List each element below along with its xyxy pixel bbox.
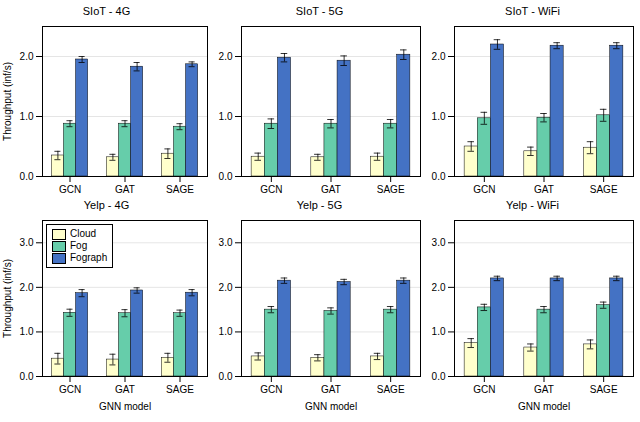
svg-text:GCN: GCN bbox=[473, 384, 495, 395]
svg-text:0.0: 0.0 bbox=[219, 371, 233, 382]
svg-text:GAT: GAT bbox=[534, 384, 554, 395]
html-text:SIoT - WiFi: SIoT - WiFi bbox=[505, 5, 560, 17]
svg-text:1.0: 1.0 bbox=[432, 111, 446, 122]
svg-text:SAGE: SAGE bbox=[166, 184, 194, 195]
svg-text:GCN: GCN bbox=[260, 384, 282, 395]
svg-text:GNN model: GNN model bbox=[99, 401, 151, 412]
html-text:Yelp - 4G: Yelp - 4G bbox=[83, 199, 130, 211]
svg-text:3.0: 3.0 bbox=[432, 237, 446, 248]
svg-text:SAGE: SAGE bbox=[377, 184, 405, 195]
svg-text:0.0: 0.0 bbox=[219, 171, 233, 182]
svg-text:SAGE: SAGE bbox=[166, 384, 194, 395]
svg-text:2.0: 2.0 bbox=[432, 51, 446, 62]
html-text:Yelp - WiFi: Yelp - WiFi bbox=[506, 199, 559, 211]
svg-text:1.0: 1.0 bbox=[219, 111, 233, 122]
svg-text:0.0: 0.0 bbox=[432, 371, 446, 382]
svg-text:GAT: GAT bbox=[321, 384, 341, 395]
svg-text:GAT: GAT bbox=[321, 184, 341, 195]
svg-text:1.0: 1.0 bbox=[20, 326, 34, 337]
svg-text:GAT: GAT bbox=[115, 384, 135, 395]
svg-text:2.0: 2.0 bbox=[20, 282, 34, 293]
html-text:Yelp - 5G: Yelp - 5G bbox=[296, 199, 343, 211]
html-text:Fog: Fog bbox=[70, 240, 88, 251]
svg-text:GNN model: GNN model bbox=[518, 401, 570, 412]
svg-text:1.0: 1.0 bbox=[432, 326, 446, 337]
svg-text:SAGE: SAGE bbox=[590, 184, 618, 195]
html-text:Fograph: Fograph bbox=[70, 252, 108, 263]
svg-text:2.0: 2.0 bbox=[219, 51, 233, 62]
svg-text:3.0: 3.0 bbox=[20, 237, 34, 248]
svg-text:GCN: GCN bbox=[59, 184, 81, 195]
svg-text:GNN model: GNN model bbox=[305, 401, 357, 412]
svg-text:SAGE: SAGE bbox=[377, 384, 405, 395]
svg-text:SAGE: SAGE bbox=[590, 384, 618, 395]
svg-text:0.0: 0.0 bbox=[432, 171, 446, 182]
svg-text:2.0: 2.0 bbox=[20, 51, 34, 62]
svg-text:3.0: 3.0 bbox=[219, 237, 233, 248]
svg-text:GCN: GCN bbox=[59, 384, 81, 395]
svg-text:0.0: 0.0 bbox=[20, 171, 34, 182]
svg-text:GAT: GAT bbox=[534, 184, 554, 195]
svg-text:1.0: 1.0 bbox=[20, 111, 34, 122]
svg-text:Throughput (inf/s): Throughput (inf/s) bbox=[2, 62, 13, 141]
svg-text:GAT: GAT bbox=[115, 184, 135, 195]
svg-text:GCN: GCN bbox=[473, 184, 495, 195]
html-text:Cloud: Cloud bbox=[70, 228, 97, 239]
svg-text:0.0: 0.0 bbox=[20, 371, 34, 382]
svg-text:2.0: 2.0 bbox=[432, 282, 446, 293]
svg-text:Throughput (inf/s): Throughput (inf/s) bbox=[2, 259, 13, 338]
html-text:SIoT - 4G: SIoT - 4G bbox=[82, 5, 131, 17]
svg-text:GCN: GCN bbox=[260, 184, 282, 195]
svg-text:2.0: 2.0 bbox=[219, 282, 233, 293]
svg-text:1.0: 1.0 bbox=[219, 326, 233, 337]
html-text:SIoT - 5G: SIoT - 5G bbox=[295, 5, 344, 17]
